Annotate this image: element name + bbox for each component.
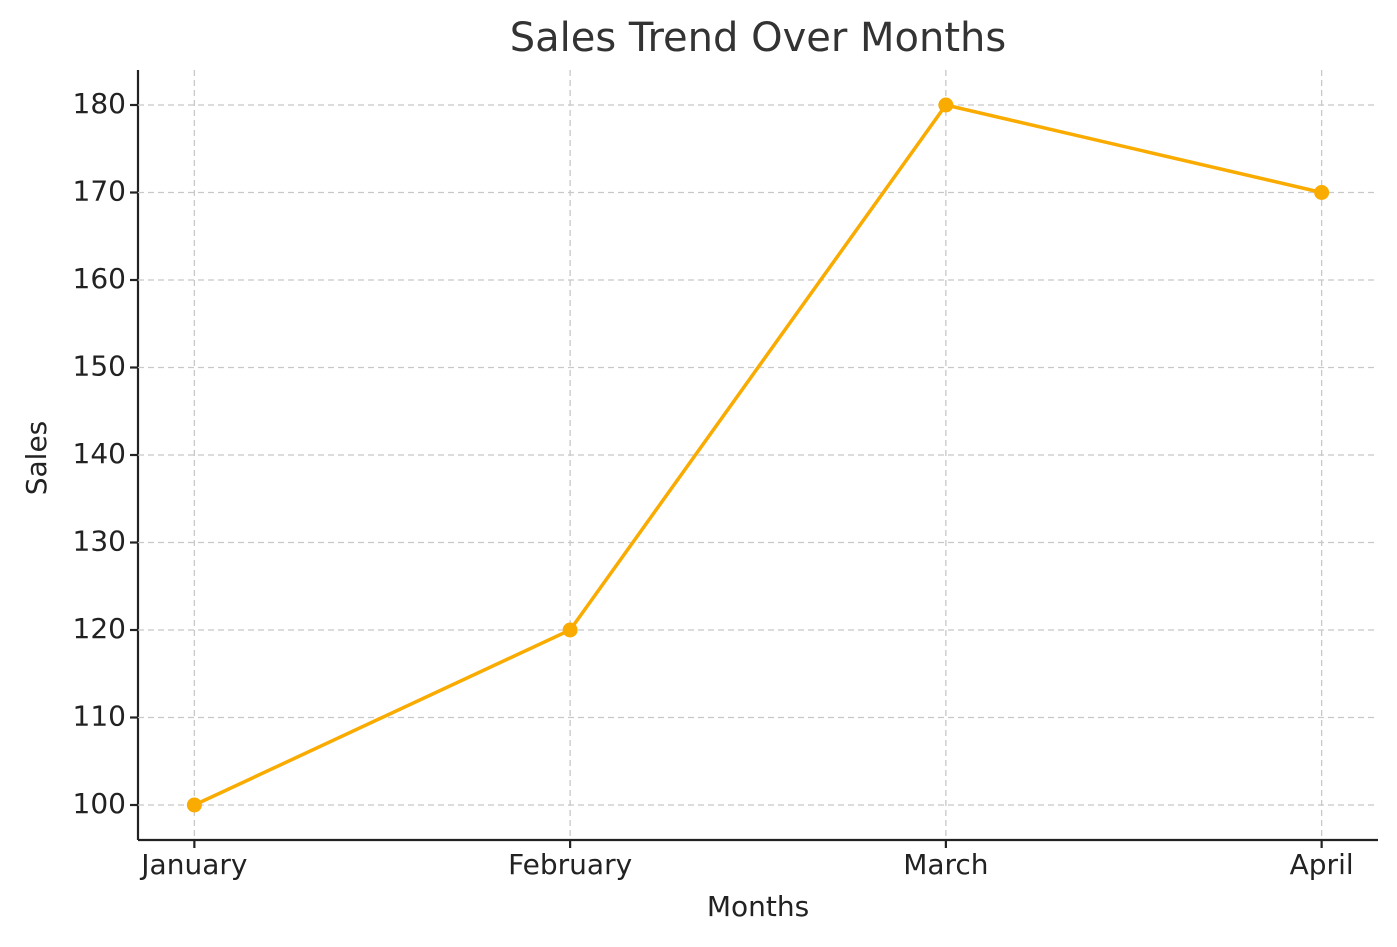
line [193,103,1323,807]
x-tick-label: April [1290,848,1354,881]
y-tick-label: 160 [73,262,126,295]
point [562,622,578,638]
y-axis-label: Sales [20,421,53,496]
y-tick-label: 150 [73,350,126,383]
y-tick-label: 170 [73,175,126,208]
x-tick-label: February [508,848,632,881]
point [1314,185,1330,200]
y-tick-label: 140 [73,437,126,470]
y-tick-label: 100 [73,787,126,820]
point [938,97,954,113]
y-tick-label: 180 [73,87,126,120]
x-tick-label: March [903,848,988,881]
y-tick-label: 130 [73,525,126,558]
chart-title: Sales Trend Over Months [510,15,1007,61]
y-tick-label: 120 [73,612,126,645]
y-tick-label: 110 [73,700,126,733]
x-tick-label: January [139,848,247,881]
x-axis-label: Months [707,890,809,923]
point [186,797,202,813]
